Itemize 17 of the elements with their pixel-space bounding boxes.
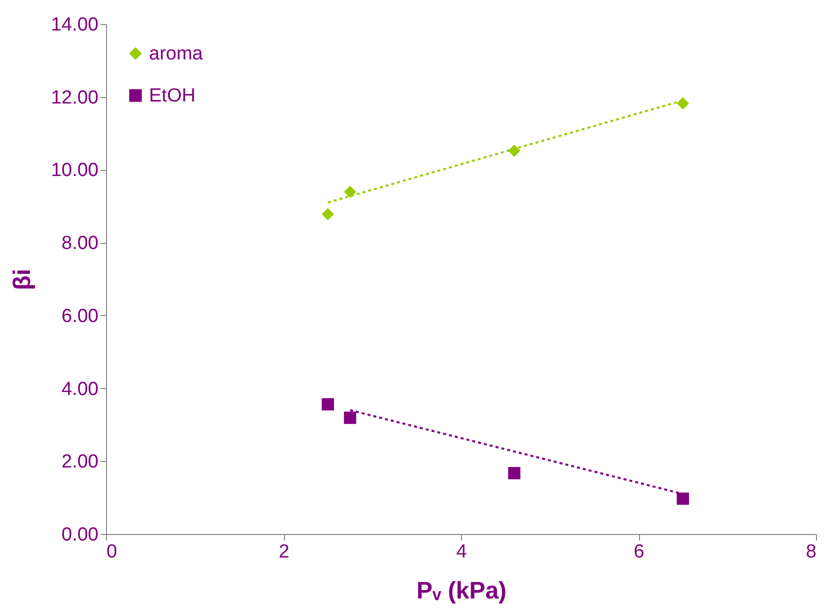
y-tick-label: 4.00 bbox=[62, 378, 98, 400]
x-tick-label: 8 bbox=[806, 542, 816, 562]
y-tick-label: 14.00 bbox=[50, 14, 98, 36]
y-tick-label: 0.00 bbox=[62, 524, 98, 546]
y-tick-label: 10.00 bbox=[50, 160, 98, 182]
x-tick-label: 2 bbox=[278, 542, 290, 562]
x-tick-label: 0 bbox=[106, 542, 118, 562]
y-tick-label: 6.00 bbox=[62, 306, 98, 327]
legend-label: aroma bbox=[149, 44, 204, 64]
x-tick-label: 6 bbox=[634, 542, 644, 562]
y-tick-label: 8.00 bbox=[62, 233, 98, 254]
x-tick-label: 4 bbox=[456, 542, 468, 562]
y-tick-label: 12.00 bbox=[50, 87, 98, 108]
y-tick-label: 2.00 bbox=[62, 452, 98, 473]
y-axis-title: βi bbox=[8, 268, 36, 290]
legend-label: EtOH bbox=[149, 86, 196, 106]
x-axis-title: Pᵥ (kPa) bbox=[416, 578, 507, 604]
